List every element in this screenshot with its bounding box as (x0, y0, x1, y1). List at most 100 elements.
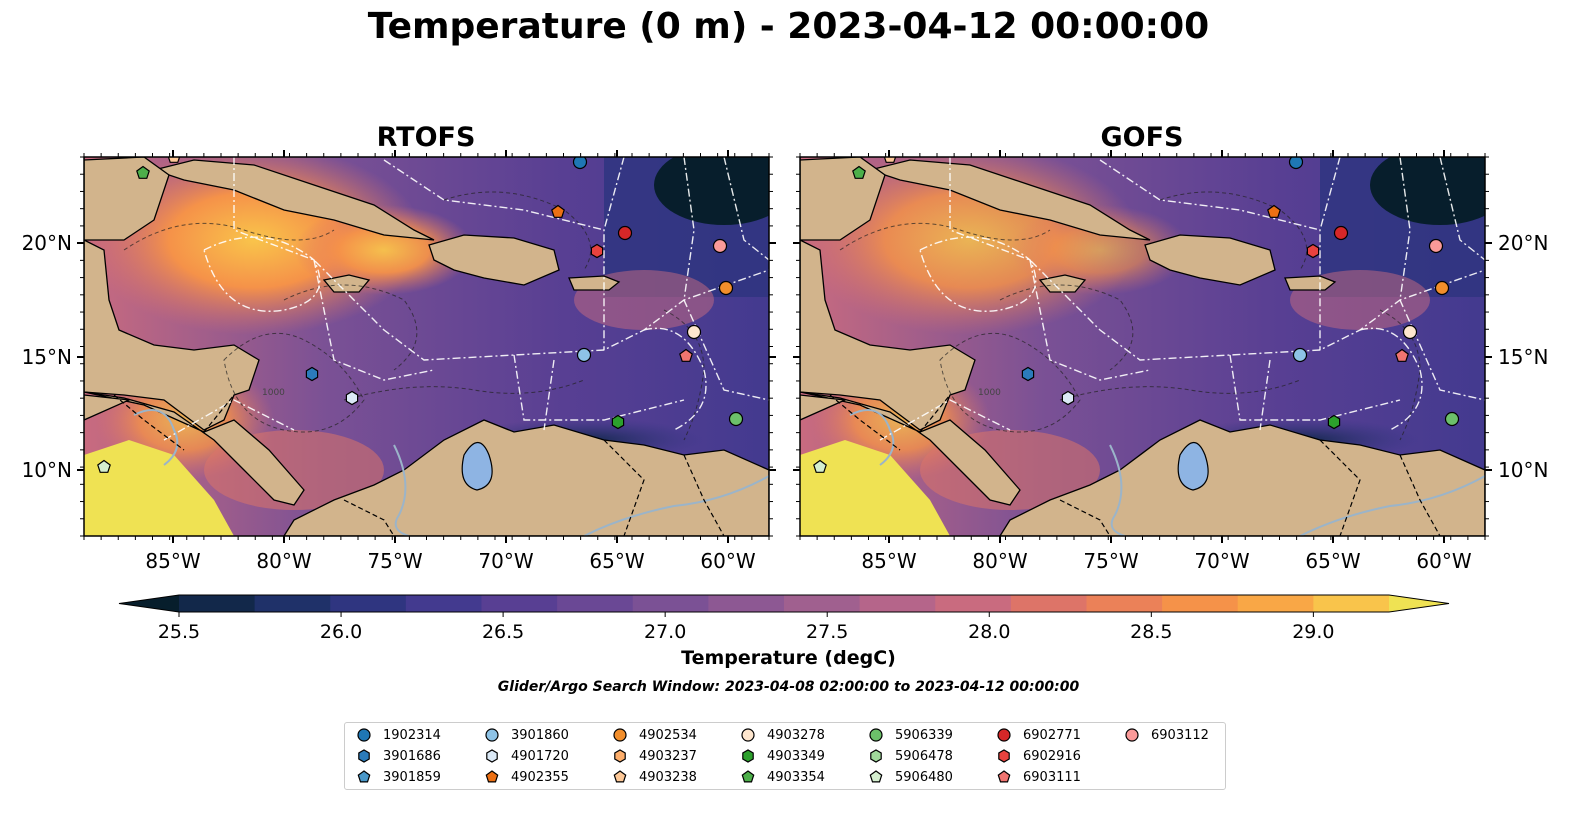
colorbar-segment (330, 595, 407, 612)
colorbar-segment (179, 595, 256, 612)
pentagon-marker-icon (997, 770, 1011, 783)
pentagon-marker-icon (613, 770, 627, 783)
hexagon-marker-icon (870, 749, 882, 763)
circle-marker-icon (869, 728, 883, 742)
float-marker-4901720 (345, 390, 359, 406)
float-marker-6903111 (1395, 348, 1409, 362)
colorbar-segment (859, 595, 936, 612)
hexagon-marker-icon (614, 749, 626, 763)
colorbar-segment (784, 595, 861, 612)
float-marker-4901720 (1061, 390, 1075, 406)
legend-marker (614, 749, 626, 763)
colorbar-segment (481, 595, 558, 612)
legend-label: 4902355 (511, 769, 569, 785)
legend-item: 4903349 (739, 747, 825, 765)
legend-marker (613, 770, 627, 783)
float-marker-4903238 (883, 157, 897, 163)
float-marker-6902771 (1333, 225, 1349, 241)
lon-tick-label: 70°W (1194, 549, 1249, 573)
circle-marker-icon (613, 728, 627, 742)
colorbar-segment (1162, 595, 1239, 612)
legend-marker (1125, 728, 1139, 742)
legend-label: 4903238 (639, 769, 697, 785)
lon-tick-label: 85°W (145, 549, 200, 573)
colorbar-tick-label: 26.0 (320, 621, 362, 643)
colorbar-tick-label: 25.5 (158, 621, 200, 643)
float-marker-6903112 (1428, 238, 1444, 254)
map-panel-rtofs: 1000 (84, 157, 769, 536)
legend-item: 1902314 (355, 726, 441, 744)
lon-tick-label: 80°W (256, 549, 311, 573)
lat-tick-label-right: 15°N (1498, 345, 1548, 369)
lat-tick-label-left: 15°N (22, 345, 72, 369)
legend-label: 4903278 (767, 727, 825, 743)
float-marker-1902314 (1288, 157, 1304, 170)
colorbar-extend-max (1389, 595, 1449, 612)
legend-label: 3901860 (511, 727, 569, 743)
float-marker-5906339 (728, 411, 744, 427)
legend-label: 4903237 (639, 748, 697, 764)
panel-title-rtofs: RTOFS (377, 122, 476, 153)
hexagon-marker-icon (358, 749, 370, 763)
colorbar-segment (254, 595, 331, 612)
colorbar-segment (405, 595, 482, 612)
lon-tick-label: 60°W (1416, 549, 1471, 573)
map-panel-gofs: 1000 (800, 157, 1485, 536)
colorbar-tick-label: 27.5 (806, 621, 848, 643)
colorbar-tick-label: 28.5 (1130, 621, 1172, 643)
float-marker-4903278 (1402, 324, 1418, 340)
colorbar-label: Temperature (degC) (681, 647, 896, 669)
legend-marker (613, 728, 627, 742)
legend-item: 3901686 (355, 747, 441, 765)
legend-item: 5906339 (867, 726, 953, 744)
float-marker-6903111 (679, 348, 693, 362)
circle-marker-icon (741, 728, 755, 742)
float-marker-3901860 (576, 347, 592, 363)
legend-marker (869, 770, 883, 783)
float-marker-6902916 (590, 243, 604, 259)
colorbar-tick-label: 27.0 (644, 621, 686, 643)
colorbar-segment (1237, 595, 1314, 612)
legend-label: 5906480 (895, 769, 953, 785)
colorbar-tick-label: 29.0 (1292, 621, 1334, 643)
legend-label: 4901720 (511, 748, 569, 764)
colorbar-segment (1086, 595, 1163, 612)
legend-item: 4903238 (611, 768, 697, 786)
float-marker-1902314 (572, 157, 588, 170)
float-marker-3901686 (1021, 366, 1035, 382)
float-marker-5906480 (97, 459, 111, 473)
float-marker-4902534 (1434, 280, 1450, 296)
legend-label: 6902771 (1023, 727, 1081, 743)
float-marker-4902355 (1267, 204, 1281, 218)
legend-marker (869, 728, 883, 742)
legend-item: 3901860 (483, 726, 569, 744)
lat-tick-label-left: 20°N (22, 231, 72, 255)
legend-item: 6903111 (995, 768, 1081, 786)
circle-marker-icon (1125, 728, 1139, 742)
legend-marker (741, 770, 755, 783)
main-title: Temperature (0 m) - 2023-04-12 00:00:00 (367, 6, 1210, 47)
colorbar-segment (1010, 595, 1087, 612)
float-marker-4902355 (551, 204, 565, 218)
float-marker-3901686 (305, 366, 319, 382)
legend-marker (997, 770, 1011, 783)
legend-marker (997, 728, 1011, 742)
colorbar-tick-label: 26.5 (482, 621, 524, 643)
legend-item: 5906480 (867, 768, 953, 786)
legend-marker (485, 770, 499, 783)
lon-tick-label: 80°W (972, 549, 1027, 573)
legend-item: 4903278 (739, 726, 825, 744)
lon-tick-label: 65°W (1305, 549, 1360, 573)
colorbar-segment (632, 595, 709, 612)
legend-label: 3901859 (383, 769, 441, 785)
float-marker-6903112 (712, 238, 728, 254)
legend-marker (998, 749, 1010, 763)
hexagon-marker-icon (486, 749, 498, 763)
float-marker-4902534 (718, 280, 734, 296)
legend-marker (870, 749, 882, 763)
legend-marker (485, 728, 499, 742)
legend-marker (358, 749, 370, 763)
pentagon-marker-icon (869, 770, 883, 783)
circle-marker-icon (357, 728, 371, 742)
legend-marker (486, 749, 498, 763)
